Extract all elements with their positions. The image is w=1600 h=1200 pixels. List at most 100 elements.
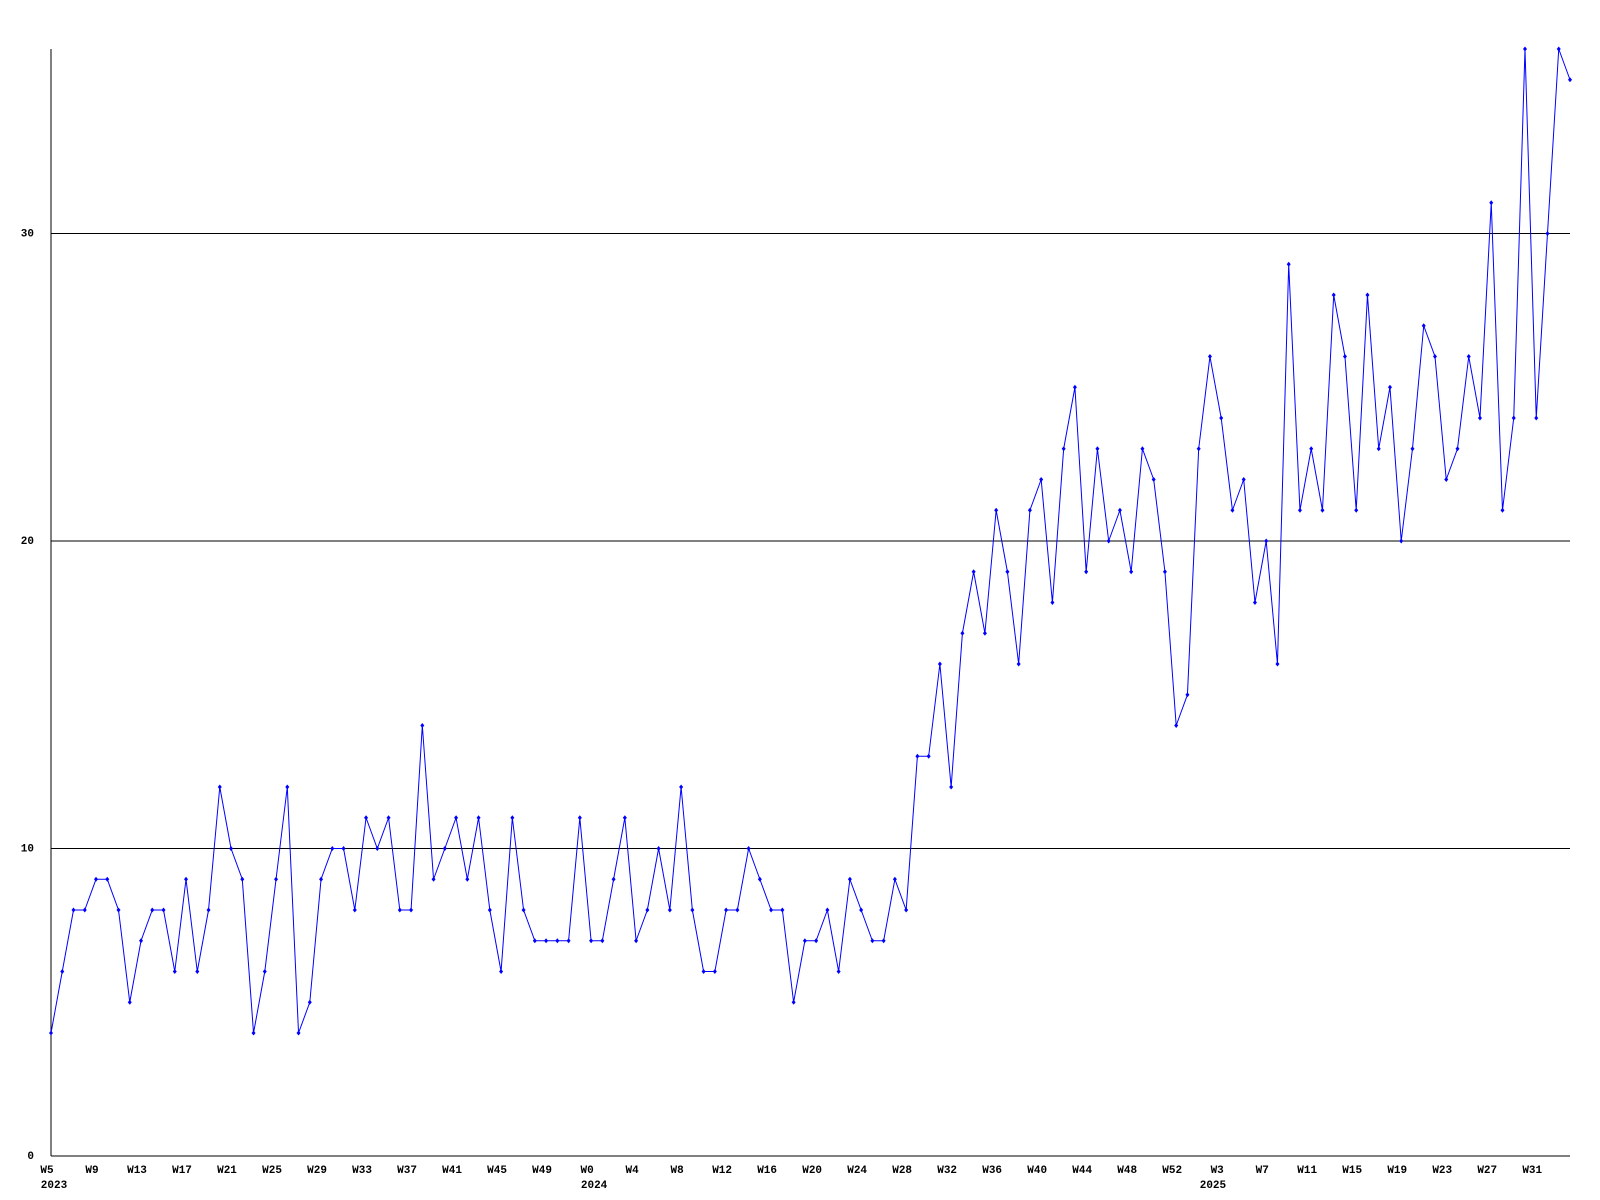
data-point bbox=[454, 815, 459, 821]
data-point bbox=[1174, 723, 1179, 728]
data-point bbox=[82, 907, 87, 913]
data-point bbox=[836, 969, 841, 974]
y-tick-label: 0 bbox=[27, 1151, 34, 1163]
data-point bbox=[1534, 415, 1539, 421]
data-point bbox=[105, 876, 110, 882]
data-point bbox=[1568, 77, 1572, 83]
data-point bbox=[1500, 507, 1505, 513]
data-point bbox=[1522, 46, 1527, 52]
data-point bbox=[307, 999, 312, 1005]
data-point bbox=[150, 907, 155, 913]
data-point bbox=[465, 876, 470, 882]
data-point bbox=[1072, 384, 1077, 390]
x-tick-label: W36 bbox=[982, 1165, 1002, 1177]
data-point bbox=[319, 876, 324, 882]
data-point bbox=[1252, 600, 1257, 605]
data-point bbox=[1185, 692, 1190, 698]
data-point bbox=[386, 815, 391, 821]
data-point bbox=[532, 938, 537, 944]
data-point bbox=[1039, 477, 1044, 482]
data-point bbox=[960, 630, 965, 636]
x-tick-label: W29 bbox=[307, 1165, 327, 1177]
x-tick-label: W21 bbox=[217, 1165, 237, 1177]
data-point bbox=[341, 846, 346, 851]
data-point bbox=[937, 661, 942, 667]
data-point bbox=[127, 999, 132, 1005]
data-point bbox=[71, 907, 76, 913]
data-point bbox=[1354, 507, 1359, 513]
data-point bbox=[1061, 446, 1066, 452]
data-point bbox=[251, 1030, 256, 1036]
x-tick-label: W9 bbox=[85, 1165, 98, 1177]
data-point bbox=[1477, 415, 1482, 421]
data-point bbox=[1084, 569, 1089, 575]
data-point bbox=[116, 907, 121, 913]
data-point bbox=[735, 907, 740, 913]
x-tick-label: W27 bbox=[1477, 1165, 1497, 1177]
x-tick-label: W8 bbox=[671, 1165, 685, 1177]
data-point bbox=[712, 969, 717, 974]
data-point bbox=[645, 907, 650, 913]
data-point bbox=[1241, 477, 1246, 482]
data-point bbox=[1331, 292, 1336, 298]
data-point bbox=[206, 907, 211, 913]
data-point bbox=[701, 969, 706, 974]
data-point bbox=[409, 907, 414, 913]
data-point bbox=[60, 969, 65, 974]
data-point bbox=[1196, 446, 1201, 452]
data-point bbox=[476, 815, 481, 821]
data-point bbox=[724, 907, 729, 913]
data-point bbox=[566, 938, 571, 944]
data-point bbox=[442, 846, 447, 851]
data-point bbox=[1005, 569, 1010, 575]
x-tick-label: W24 bbox=[847, 1165, 867, 1177]
data-point bbox=[622, 815, 627, 821]
x-tick-label: W0 bbox=[580, 1165, 593, 1177]
data-point bbox=[690, 907, 695, 913]
x-group-label: 2024 bbox=[581, 1180, 608, 1192]
data-point bbox=[1151, 477, 1156, 482]
data-point bbox=[1230, 507, 1235, 513]
data-point bbox=[949, 784, 954, 790]
x-tick-label: W7 bbox=[1256, 1165, 1269, 1177]
data-point bbox=[994, 507, 999, 513]
data-point bbox=[1095, 446, 1100, 452]
data-point bbox=[859, 907, 864, 913]
data-point bbox=[577, 815, 582, 821]
data-point bbox=[499, 969, 504, 974]
data-point bbox=[184, 876, 189, 882]
data-point bbox=[172, 969, 177, 974]
data-point bbox=[1016, 661, 1021, 667]
x-tick-label: W12 bbox=[712, 1165, 732, 1177]
data-point bbox=[1275, 661, 1280, 667]
x-tick-label: W45 bbox=[487, 1165, 507, 1177]
data-point bbox=[1376, 446, 1381, 452]
data-point bbox=[1365, 292, 1370, 298]
data-point bbox=[1556, 46, 1561, 52]
x-tick-label: W28 bbox=[892, 1165, 912, 1177]
x-tick-label: W15 bbox=[1342, 1165, 1362, 1177]
data-point bbox=[971, 569, 976, 575]
data-point bbox=[1455, 446, 1460, 452]
data-point bbox=[780, 907, 785, 913]
x-group-label: 2025 bbox=[1200, 1180, 1227, 1192]
data-point bbox=[397, 907, 402, 913]
x-tick-label: W3 bbox=[1211, 1165, 1225, 1177]
data-point bbox=[1117, 507, 1122, 513]
data-point bbox=[49, 1030, 53, 1036]
data-point bbox=[161, 907, 166, 913]
x-tick-label: W11 bbox=[1297, 1165, 1317, 1177]
x-tick-label: W48 bbox=[1117, 1165, 1137, 1177]
data-point bbox=[656, 846, 661, 851]
data-point bbox=[679, 784, 684, 790]
data-point bbox=[915, 753, 920, 759]
data-point bbox=[667, 907, 672, 913]
data-point bbox=[802, 938, 807, 944]
data-point bbox=[881, 938, 886, 944]
x-tick-label: W37 bbox=[397, 1165, 417, 1177]
data-point bbox=[611, 876, 616, 882]
data-point bbox=[1432, 354, 1437, 359]
data-point bbox=[1129, 569, 1134, 575]
data-point bbox=[240, 876, 245, 882]
